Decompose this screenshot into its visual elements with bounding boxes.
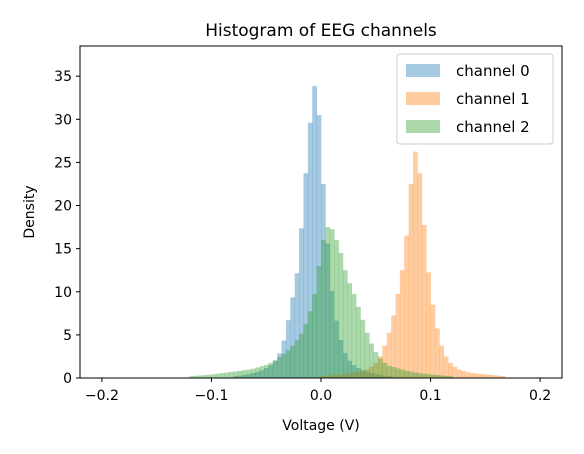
bar (439, 346, 444, 378)
bar (360, 320, 365, 378)
bar (365, 333, 370, 378)
bar (268, 363, 273, 378)
bar (238, 371, 243, 378)
bar (247, 370, 252, 378)
bar (422, 225, 427, 378)
x-tick-label: −0.2 (85, 388, 119, 404)
bar (431, 305, 436, 378)
y-tick-label: 10 (54, 285, 72, 301)
bar (277, 357, 282, 378)
bar (273, 360, 278, 378)
legend-swatch (406, 92, 440, 105)
bar (369, 344, 374, 378)
bar (347, 283, 352, 378)
bar (334, 240, 339, 378)
bar (461, 371, 466, 378)
bar (417, 373, 422, 378)
x-axis-title: Voltage (V) (282, 418, 359, 434)
legend-label: channel 0 (456, 62, 530, 80)
y-axis-title: Density (22, 185, 38, 238)
x-tick-label: 0.2 (529, 388, 551, 404)
bar (211, 374, 216, 378)
bar (225, 373, 230, 378)
x-tick-label: 0.1 (419, 388, 441, 404)
bar (352, 294, 357, 378)
x-tick-label: −0.1 (194, 388, 228, 404)
bar (299, 334, 304, 378)
bar (264, 365, 269, 378)
bar (343, 270, 348, 378)
bar (216, 374, 221, 378)
y-tick-label: 25 (54, 155, 72, 171)
bar (251, 369, 256, 378)
bar (395, 368, 400, 378)
bar (404, 371, 409, 378)
bar (444, 356, 449, 378)
bar (325, 227, 330, 378)
bar (391, 367, 396, 378)
bar (220, 373, 225, 378)
bar (470, 373, 475, 378)
y-tick-label: 30 (54, 112, 72, 128)
bar (255, 367, 260, 378)
bar (382, 363, 387, 378)
bar (452, 367, 457, 378)
y-tick-label: 0 (63, 371, 72, 387)
bar (290, 346, 295, 378)
bar (457, 369, 462, 378)
bar (242, 370, 247, 378)
bar (387, 366, 392, 378)
legend-swatch (406, 120, 440, 133)
bar (422, 374, 427, 378)
bar (321, 240, 326, 378)
legend-label: channel 2 (456, 118, 530, 136)
bar (409, 184, 414, 378)
bar (295, 340, 300, 378)
y-tick-label: 35 (54, 69, 72, 85)
bar (282, 354, 287, 378)
bar (479, 374, 484, 378)
bar (260, 366, 265, 378)
y-tick-label: 5 (63, 328, 72, 344)
bar (413, 152, 418, 378)
chart-title: Histogram of EEG channels (205, 21, 437, 41)
bar (426, 374, 431, 378)
bar (374, 352, 379, 378)
bar (303, 324, 308, 378)
bar (317, 266, 322, 378)
bar (400, 270, 405, 378)
legend-label: channel 1 (456, 90, 530, 108)
bar (413, 372, 418, 378)
bar (356, 307, 361, 378)
legend: channel 0 channel 1 channel 2 (397, 54, 553, 144)
bar (330, 229, 335, 378)
bar (286, 350, 291, 378)
bar (404, 236, 409, 378)
y-tick-label: 20 (54, 199, 72, 215)
bar (466, 372, 471, 378)
bar (308, 311, 313, 378)
y-tick-label: 15 (54, 242, 72, 258)
bar (229, 372, 234, 378)
bar (417, 173, 422, 378)
bar (435, 328, 440, 378)
bar (426, 272, 431, 378)
bar (400, 370, 405, 378)
bar (339, 253, 344, 378)
bar (409, 372, 414, 378)
bar (312, 294, 317, 378)
bar (474, 373, 479, 378)
bar (483, 374, 488, 378)
legend-swatch (406, 64, 440, 77)
bar (448, 363, 453, 378)
x-tick-label: 0.0 (310, 388, 332, 404)
bar (233, 371, 238, 378)
bar (395, 294, 400, 378)
bar (378, 359, 383, 378)
